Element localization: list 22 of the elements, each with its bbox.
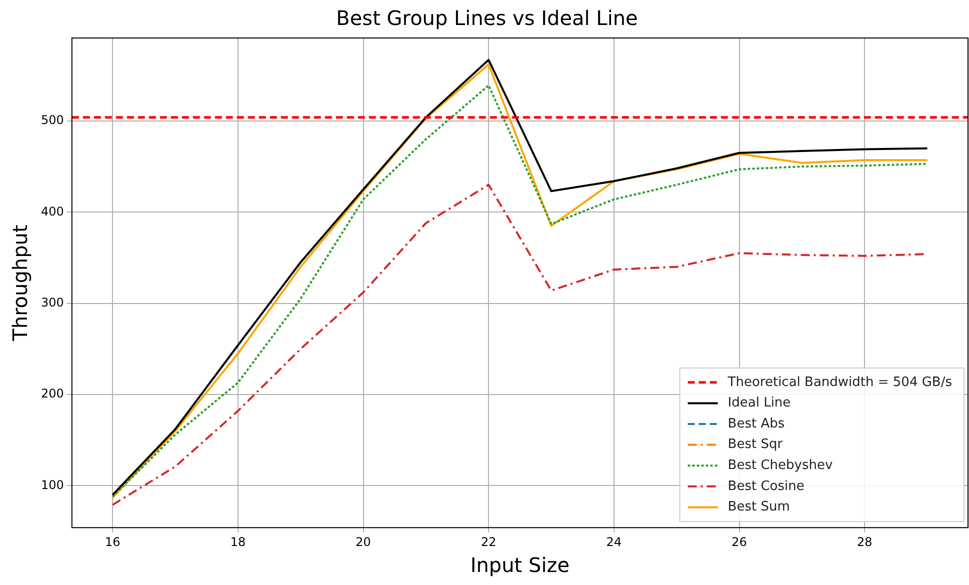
x-tick-label: 18: [230, 534, 246, 549]
y-tick-label: 300: [41, 295, 64, 310]
chart-title: Best Group Lines vs Ideal Line: [336, 6, 638, 30]
x-tick-label: 16: [104, 534, 120, 549]
legend-label: Ideal Line: [728, 396, 791, 411]
y-tick-label: 400: [41, 204, 64, 218]
x-tick-label: 28: [856, 534, 872, 549]
legend-label: Best Sqr: [728, 437, 784, 452]
y-tick-label: 500: [41, 113, 64, 128]
y-axis-title: Throughput: [8, 224, 32, 342]
legend-label: Best Chebyshev: [728, 458, 833, 473]
legend-label: Best Abs: [728, 416, 785, 432]
x-tick-label: 22: [480, 534, 496, 549]
legend-label: Theoretical Bandwidth = 504 GB/s: [726, 374, 952, 390]
x-tick-label: 26: [732, 534, 747, 549]
x-tick-label: 20: [356, 534, 371, 549]
x-axis-title: Input Size: [470, 553, 570, 578]
x-tick-label: 24: [606, 534, 622, 549]
legend-label: Best Cosine: [728, 478, 804, 494]
y-tick-label: 100: [41, 478, 64, 492]
legend-label: Best Sum: [728, 500, 790, 515]
y-tick-label: 200: [41, 386, 64, 401]
